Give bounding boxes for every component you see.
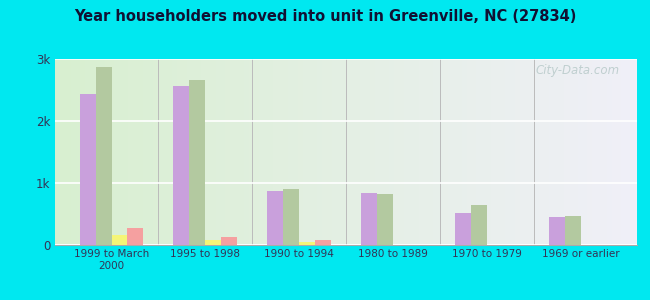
Bar [205, 240, 222, 244]
Bar [222, 237, 237, 244]
Bar [127, 228, 144, 244]
Bar [471, 205, 487, 244]
Bar [112, 235, 127, 244]
Bar [96, 67, 112, 244]
Bar [315, 241, 331, 244]
Text: City-Data.com: City-Data.com [536, 64, 619, 77]
Bar [455, 213, 471, 244]
Bar [283, 189, 299, 244]
Bar [565, 216, 580, 244]
Bar [267, 190, 283, 244]
Bar [377, 194, 393, 244]
Bar [549, 217, 565, 244]
Bar [80, 94, 96, 244]
Bar [189, 80, 205, 244]
Bar [299, 242, 315, 244]
Bar [174, 86, 189, 244]
Text: Year householders moved into unit in Greenville, NC (27834): Year householders moved into unit in Gre… [74, 9, 576, 24]
Bar [361, 193, 377, 244]
